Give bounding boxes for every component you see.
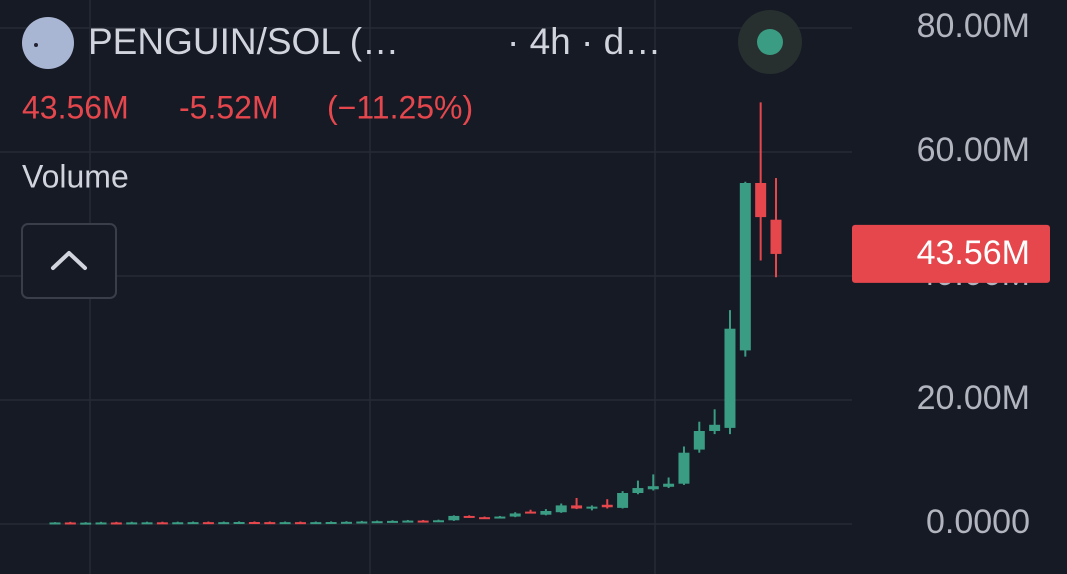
chevron-icon: [51, 251, 87, 270]
candle-body: [371, 521, 383, 524]
candle-body: [233, 522, 245, 525]
candle-body: [49, 522, 61, 525]
candle-body: [110, 522, 122, 525]
last-price-label: 43.56M: [917, 234, 1030, 272]
header: PENGUIN/SOL (… · 4h · d… 43.56M -5.52M (…: [21, 10, 802, 299]
candle-body: [340, 521, 352, 524]
header-change: -5.52M: [179, 89, 279, 125]
candle-body: [540, 510, 552, 515]
header-price: 43.56M: [22, 89, 129, 125]
candle-body: [586, 506, 598, 509]
candle-body: [647, 486, 659, 490]
candle-body: [739, 183, 751, 351]
candle-body: [310, 522, 322, 525]
candle-body: [632, 488, 644, 493]
candle-body: [325, 522, 337, 525]
candle-body: [678, 452, 690, 484]
indicator-label: Volume: [22, 158, 129, 194]
candle-body: [202, 522, 214, 525]
candle-body: [433, 520, 445, 523]
candle-body: [264, 522, 276, 525]
candle-body: [494, 516, 506, 519]
candle-body: [156, 522, 168, 525]
y-tick-label: 0.0000: [926, 503, 1030, 541]
candle-body: [755, 183, 767, 218]
candle-body: [417, 520, 429, 523]
candle-body: [386, 520, 398, 523]
candle-body: [555, 505, 567, 513]
candle-body: [172, 522, 184, 525]
candle-body: [525, 511, 537, 514]
header-change-percent: (−11.25%): [327, 89, 473, 125]
candle-body: [218, 522, 230, 525]
plot-area: [49, 102, 782, 525]
interval[interactable]: · 4h · d…: [507, 21, 661, 62]
candle-body: [279, 522, 291, 525]
candle-body: [479, 517, 491, 520]
candle-body: [80, 522, 92, 525]
symbol-title[interactable]: PENGUIN/SOL (…: [88, 21, 399, 62]
last-price-tag: [852, 224, 1050, 283]
candle-body: [402, 520, 414, 523]
y-tick-label: 60.00M: [917, 131, 1030, 169]
candle-body: [64, 522, 76, 525]
candle-body: [248, 522, 260, 525]
candle-body: [663, 483, 675, 487]
candle-body: [187, 522, 199, 525]
candle-body: [770, 219, 782, 254]
collapse-button[interactable]: [21, 223, 117, 299]
candle-body: [356, 521, 368, 524]
candle-body: [448, 515, 460, 521]
candle-body: [693, 431, 705, 450]
candle-body: [709, 424, 721, 431]
candle-body: [294, 522, 306, 525]
candle-body: [126, 522, 138, 525]
candle-body: [509, 513, 521, 517]
candle-body: [724, 328, 736, 428]
candle-body: [141, 522, 153, 525]
candle-body: [617, 493, 629, 508]
candle-body: [95, 522, 107, 525]
candle-body: [601, 504, 613, 508]
coin-icon: [22, 17, 74, 69]
candle-body: [463, 515, 475, 518]
candle-body: [571, 505, 583, 509]
y-tick-label: 80.00M: [917, 7, 1030, 45]
status-dot: [757, 29, 783, 55]
y-tick-label: 20.00M: [917, 379, 1030, 417]
coin-icon-detail: [34, 43, 38, 47]
